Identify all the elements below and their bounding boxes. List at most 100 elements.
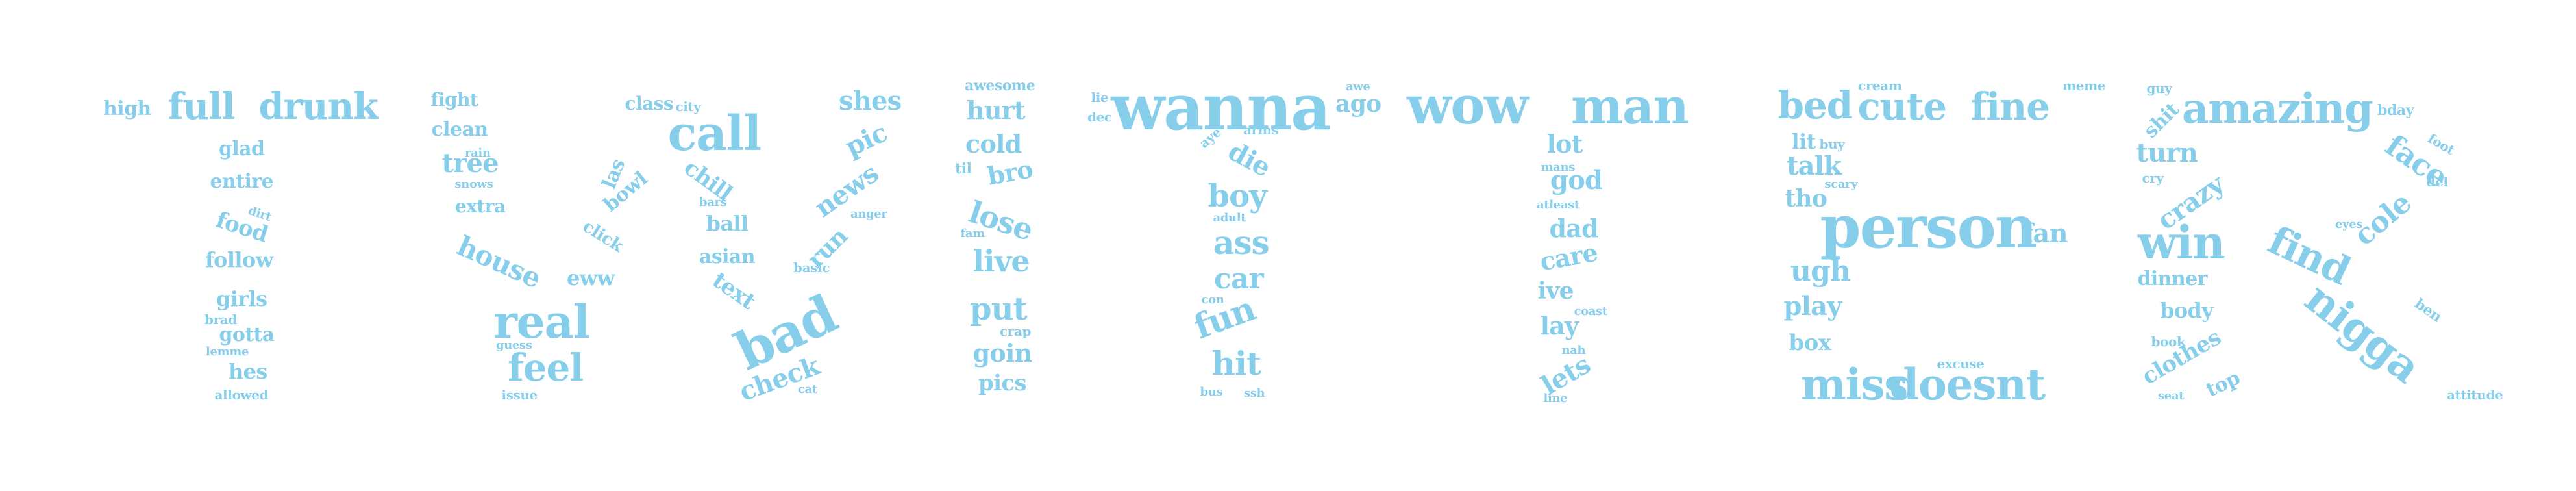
- cloud-word-nigga: nigga: [2296, 272, 2431, 393]
- cloud-word-tho: tho: [1785, 185, 1827, 212]
- cloud-word-house: house: [452, 229, 546, 295]
- cloud-word-fine: fine: [1970, 84, 2051, 129]
- cloud-word-brad: brad: [204, 312, 237, 327]
- cloud-word-real: real: [493, 295, 590, 349]
- cloud-word-wanna: wanna: [1111, 71, 1331, 144]
- cloud-word-lot: lot: [1546, 129, 1583, 158]
- cloud-word-talk: talk: [1787, 151, 1842, 181]
- cloud-word-extra: extra: [455, 195, 506, 217]
- cloud-word-cream: cream: [1858, 78, 1902, 94]
- cloud-word-box: box: [1789, 330, 1831, 356]
- cloud-word-girls: girls: [216, 286, 267, 311]
- cloud-word-ive: ive: [1537, 277, 1574, 305]
- cloud-word-ben: ben: [2411, 295, 2445, 326]
- cloud-word-awesome: awesome: [965, 77, 1035, 94]
- cloud-word-asian: asian: [699, 245, 756, 268]
- cloud-word-ball: ball: [706, 211, 749, 236]
- cloud-word-fight: fight: [430, 89, 478, 110]
- cloud-word-dad: dad: [1549, 214, 1599, 243]
- cloud-word-call: call: [667, 106, 762, 162]
- cloud-word-miss: miss: [1801, 359, 1908, 410]
- cloud-word-high: high: [103, 97, 151, 120]
- cloud-word-full: full: [167, 85, 236, 128]
- cloud-word-bus: bus: [1200, 385, 1223, 399]
- cloud-word-tree: tree: [441, 148, 499, 179]
- cloud-word-basic: basic: [793, 260, 830, 275]
- cloud-word-seat: seat: [2158, 389, 2185, 403]
- cloud-word-snows: snows: [454, 177, 493, 191]
- cloud-word-city: city: [675, 99, 701, 114]
- cloud-word-scary: scary: [1824, 177, 1858, 191]
- cloud-word-meme: meme: [2062, 78, 2106, 94]
- cloud-word-ass: ass: [1213, 223, 1270, 262]
- cloud-word-man: man: [1571, 77, 1689, 135]
- cloud-word-top: top: [2202, 366, 2244, 402]
- cloud-word-hurt: hurt: [967, 95, 1026, 125]
- cloud-word-doesnt: doesnt: [1889, 359, 2046, 410]
- cloud-word-anger: anger: [850, 207, 887, 221]
- cloud-word-cat: cat: [798, 383, 817, 396]
- cloud-word-shit: shit: [2139, 98, 2184, 143]
- cloud-word-god: god: [1550, 165, 1603, 195]
- cloud-word-wow: wow: [1407, 75, 1529, 136]
- cloud-word-del: del: [2426, 174, 2449, 190]
- cloud-word-car: car: [1214, 262, 1264, 296]
- cloud-word-rain: rain: [465, 146, 491, 160]
- cloud-word-til: til: [955, 160, 972, 177]
- cloud-word-excuse: excuse: [1937, 356, 1985, 371]
- cloud-word-fam: fam: [960, 227, 985, 240]
- cloud-word-hit: hit: [1211, 344, 1261, 383]
- cloud-word-class: class: [625, 93, 674, 114]
- cloud-word-coast: coast: [1574, 305, 1608, 318]
- cloud-word-play: play: [1783, 291, 1842, 321]
- cloud-word-eww: eww: [567, 266, 615, 290]
- cloud-word-goin: goin: [972, 338, 1033, 368]
- cloud-word-book: book: [2151, 334, 2186, 349]
- cloud-word-body: body: [2160, 298, 2214, 323]
- cloud-word-drunk: drunk: [258, 85, 378, 128]
- cloud-word-atleast: atleast: [1537, 198, 1579, 212]
- cloud-word-attitude: attitude: [2447, 387, 2503, 403]
- cloud-word-pic: pic: [840, 117, 892, 163]
- cloud-word-lie: lie: [1091, 90, 1109, 105]
- cloud-word-cold: cold: [965, 129, 1022, 158]
- cloud-word-live: live: [972, 244, 1030, 279]
- cloud-word-entire: entire: [210, 170, 274, 193]
- cloud-word-mans: mans: [1541, 160, 1576, 174]
- cloud-word-text: text: [707, 267, 760, 315]
- cloud-word-care: care: [1537, 237, 1600, 277]
- cloud-word-clean: clean: [431, 118, 489, 141]
- cloud-word-allowed: allowed: [214, 387, 269, 403]
- cloud-word-gotta: gotta: [219, 323, 275, 346]
- cloud-word-fun: fun: [1188, 288, 1260, 347]
- cloud-word-bed: bed: [1777, 83, 1853, 127]
- cloud-word-bro: bro: [985, 154, 1035, 191]
- cloud-word-dec: dec: [1087, 109, 1112, 125]
- cloud-word-ugh: ugh: [1790, 255, 1851, 288]
- cloud-word-hes: hes: [229, 359, 267, 384]
- cloud-word-crap: crap: [1000, 323, 1032, 339]
- cloud-word-buy: buy: [1819, 136, 1845, 152]
- cloud-word-lemme: lemme: [206, 345, 249, 359]
- cloud-word-click: click: [578, 216, 626, 257]
- cloud-word-arms: arms: [1243, 122, 1279, 138]
- cloud-word-lay: lay: [1540, 311, 1579, 340]
- cloud-word-lit: lit: [1791, 129, 1816, 154]
- cloud-word-feel: feel: [508, 346, 584, 390]
- cloud-word-die: die: [1223, 136, 1276, 183]
- cloud-word-ssh: ssh: [1244, 386, 1265, 400]
- cloud-word-fan: fan: [2022, 218, 2068, 249]
- cloud-word-cry: cry: [2142, 170, 2164, 186]
- cloud-word-line: line: [1543, 392, 1568, 405]
- cloud-word-adult: adult: [1213, 211, 1246, 225]
- cloud-word-bars: bars: [699, 195, 727, 209]
- cloud-word-awe: awe: [1346, 80, 1370, 94]
- cloud-word-con: con: [1201, 293, 1224, 307]
- cloud-word-guess: guess: [496, 338, 532, 352]
- cloud-word-nah: nah: [1561, 344, 1586, 357]
- cloud-word-guy: guy: [2146, 81, 2172, 96]
- cloud-word-issue: issue: [501, 387, 538, 403]
- cloud-word-glad: glad: [219, 138, 265, 160]
- cloud-word-eyes: eyes: [2335, 218, 2363, 231]
